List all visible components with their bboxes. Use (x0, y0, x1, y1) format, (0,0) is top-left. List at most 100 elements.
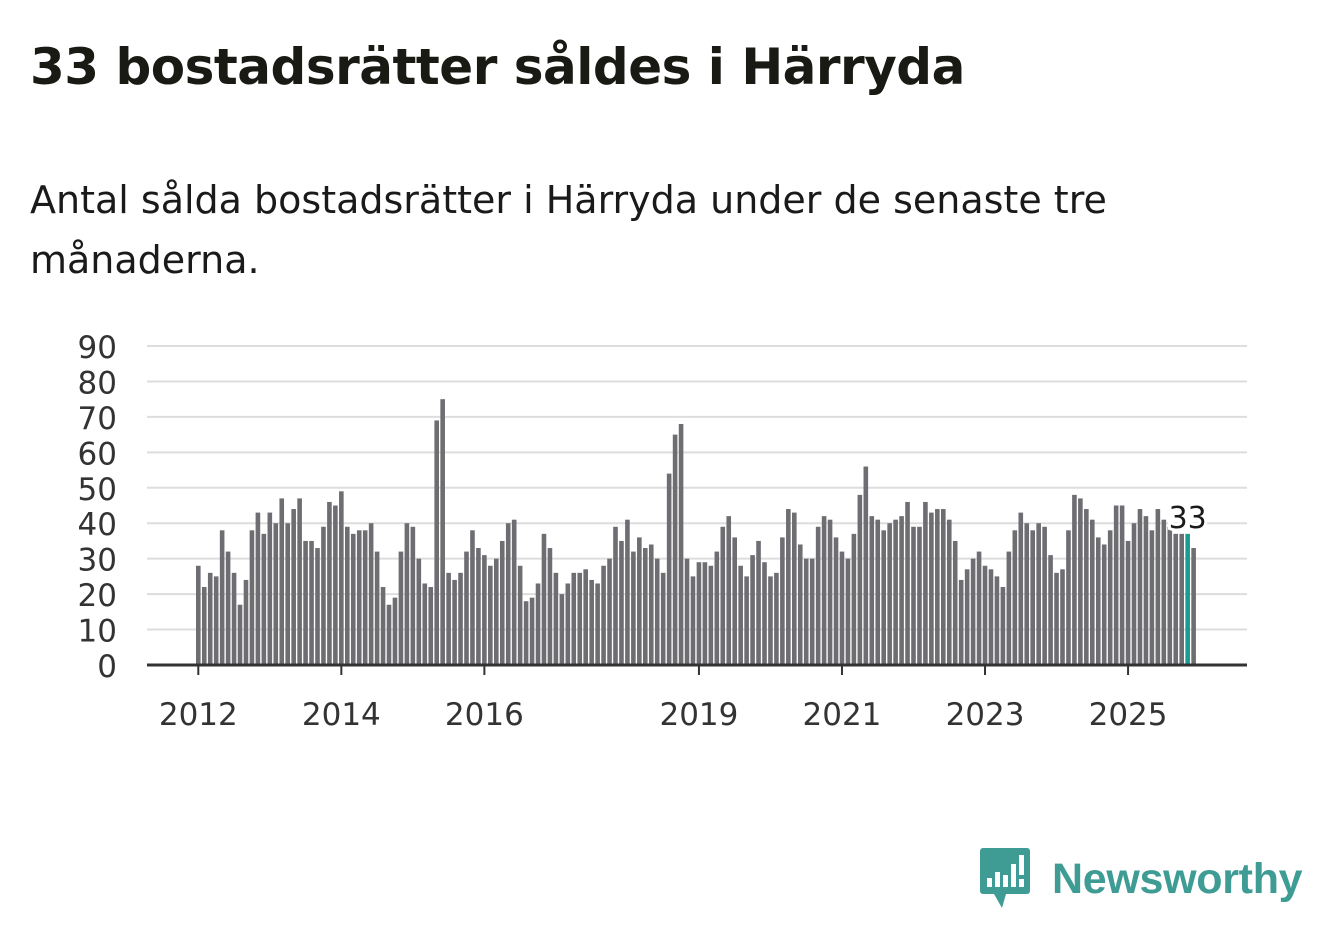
bar (833, 537, 839, 665)
bar (327, 501, 332, 665)
bar (607, 558, 612, 665)
bar (1078, 498, 1083, 665)
bar (1048, 555, 1053, 665)
bar (756, 540, 761, 665)
bar (1000, 587, 1006, 665)
bar (559, 594, 565, 665)
bar (291, 509, 296, 665)
bar (577, 572, 583, 665)
bar (1137, 509, 1143, 665)
bar (1054, 572, 1059, 665)
brand-name: Newsworthy (1052, 854, 1303, 903)
bar (315, 548, 320, 665)
bar (827, 519, 833, 665)
bar-highlight (1185, 533, 1190, 665)
bar (404, 523, 410, 665)
bar (553, 572, 559, 665)
x-tick-label: 2023 (946, 697, 1025, 733)
bar (750, 555, 755, 665)
bar (821, 516, 827, 665)
bar (255, 512, 261, 665)
bar (988, 569, 994, 665)
bar (476, 548, 481, 665)
bar (762, 562, 767, 665)
bar (786, 509, 791, 665)
bar (422, 583, 428, 665)
bar (875, 519, 881, 665)
bar (1030, 530, 1035, 665)
bar (1072, 494, 1077, 665)
y-tick-label: 80 (78, 365, 117, 401)
bar (1125, 540, 1131, 665)
bar (654, 558, 660, 665)
bar (678, 423, 684, 665)
y-tick-label: 40 (78, 507, 117, 543)
bar (494, 558, 499, 665)
bar (851, 533, 857, 665)
bar (619, 540, 624, 665)
bar (595, 583, 600, 665)
bar (660, 572, 666, 665)
bar (708, 565, 714, 665)
bar (1113, 505, 1119, 665)
bar (1090, 519, 1095, 665)
bar (374, 551, 380, 665)
bar (970, 558, 976, 665)
bar (380, 587, 386, 665)
bar (911, 526, 916, 665)
bar (1024, 523, 1030, 665)
bar (946, 519, 952, 665)
bar (732, 537, 737, 665)
bar (702, 562, 708, 665)
bar (982, 565, 988, 665)
chart-subtitle: Antal sålda bostadsrätter i Härryda unde… (30, 178, 1107, 282)
bar (1084, 509, 1089, 665)
bar (887, 523, 892, 665)
y-tick-label: 20 (78, 578, 117, 614)
bar (1191, 548, 1196, 665)
bar (1173, 533, 1179, 665)
bar (440, 399, 445, 665)
bar (803, 558, 809, 665)
bar (1167, 526, 1173, 665)
bar (601, 565, 606, 665)
bar (243, 579, 249, 665)
bar (964, 569, 970, 665)
bar (207, 572, 213, 665)
bar (356, 530, 362, 665)
bar (452, 579, 457, 665)
bar (470, 530, 475, 665)
x-tick-label: 2019 (659, 697, 738, 733)
bar (994, 576, 1000, 665)
bar (547, 548, 553, 665)
x-tick-label: 2021 (803, 697, 882, 733)
bar (231, 572, 237, 665)
bar (237, 604, 243, 665)
bar (792, 512, 797, 665)
bar (434, 420, 439, 665)
bar (929, 512, 934, 665)
bar (488, 565, 493, 665)
brand-logo[interactable]: Newsworthy (980, 848, 1303, 910)
bar (1161, 519, 1167, 665)
bar (952, 540, 958, 665)
bar (845, 558, 851, 665)
bar (690, 576, 696, 665)
bar (339, 491, 344, 665)
bar (738, 565, 743, 665)
y-tick-label: 10 (78, 614, 117, 650)
x-tick-label: 2014 (302, 697, 381, 733)
bar (893, 519, 898, 665)
bar (744, 576, 749, 665)
bar (1006, 551, 1012, 665)
bar (726, 516, 732, 665)
bar (863, 466, 869, 665)
bar (333, 505, 338, 665)
bar (213, 576, 219, 665)
bar (672, 434, 678, 665)
bar (869, 516, 875, 665)
bar (386, 604, 392, 665)
bar (571, 572, 577, 665)
bar (1143, 516, 1149, 665)
